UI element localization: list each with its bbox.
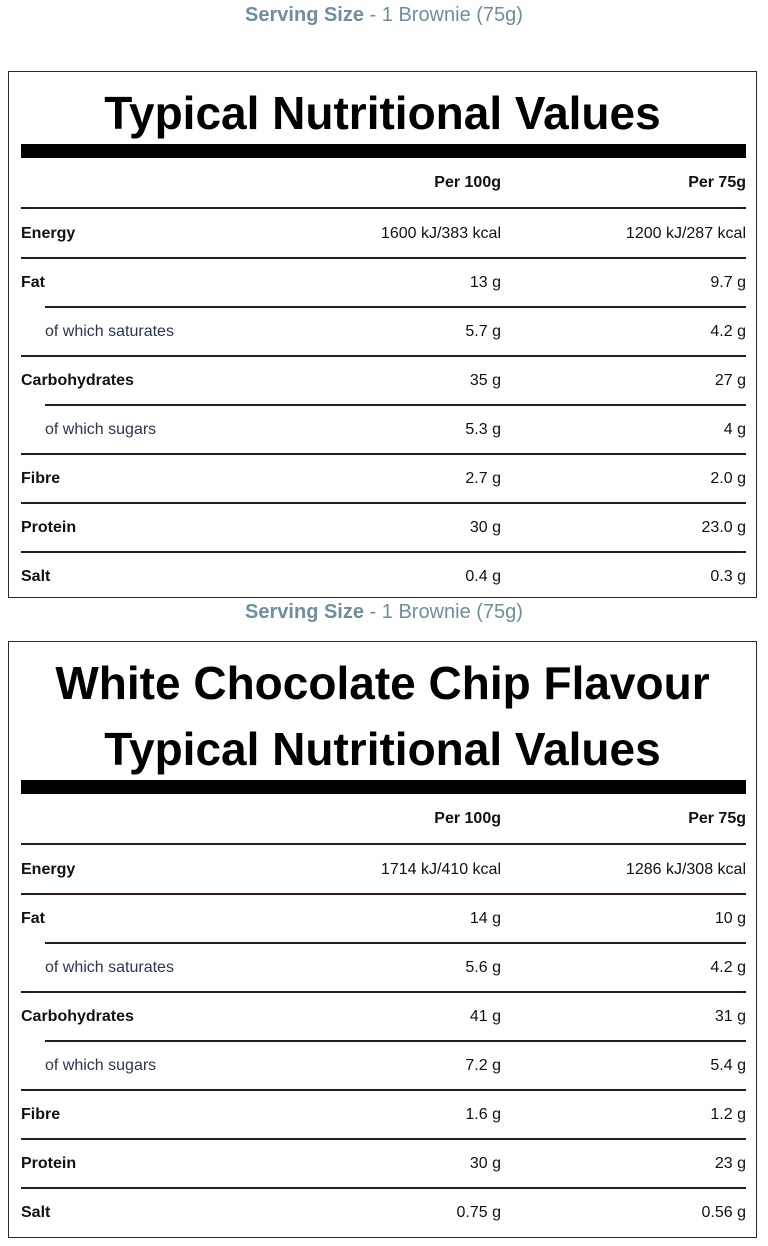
value-per-100g: 1600 kJ/383 kcal [380,225,501,242]
nutrient-name: Energy [21,861,76,878]
value-per-serving: 10 g [714,910,746,927]
value-per-serving: 5.4 g [710,1057,746,1074]
serving-size-label: Serving Size [245,601,364,623]
nutrient-row: Salt 0.4 g 0.3 g [21,552,746,601]
nutrient-row: Fat 14 g 10 g [21,894,746,944]
value-per-serving: 9.7 g [710,274,746,291]
nutrient-row: Energy 1714 kJ/410 kcal 1286 kJ/308 kcal [21,845,746,895]
column-header-per-serving: Per 75g [688,174,746,191]
value-per-100g: 5.6 g [465,959,501,976]
title-divider-bar [21,144,746,158]
panel-title: Typical Nutritional Values [104,87,661,139]
nutrient-row: Energy 1600 kJ/383 kcal 1200 kJ/287 kcal [21,209,746,259]
nutrient-name: Carbohydrates [21,1008,134,1025]
nutrient-row: of which sugars 5.3 g 4 g [21,405,746,455]
value-per-100g: 14 g [469,910,501,927]
column-header-row: Per 100g Per 75g [21,158,746,209]
value-per-serving: 4.2 g [710,959,746,976]
nutrient-row: Protein 30 g 23.0 g [21,503,746,553]
nutrient-row: Fibre 1.6 g 1.2 g [21,1090,746,1140]
nutrition-panel-2: White Chocolate Chip Flavour Typical Nutr… [8,641,757,1238]
nutrient-name: Protein [21,519,77,536]
column-header-row: Per 100g Per 75g [21,794,746,845]
nutrient-row: Carbohydrates 35 g 27 g [21,356,746,406]
column-header-per-100g: Per 100g [434,810,501,827]
value-per-serving: 0.3 g [710,568,746,585]
value-per-100g: 35 g [469,372,501,389]
value-per-100g: 30 g [469,519,501,536]
column-header-per-serving: Per 75g [688,810,746,827]
nutrient-name: of which sugars [45,421,157,438]
nutrient-row: Carbohydrates 41 g 31 g [21,992,746,1042]
serving-size-label: Serving Size [245,4,364,26]
serving-size-2: Serving Size - 1 Brownie (75g) [0,601,768,624]
column-header-per-100g: Per 100g [434,174,501,191]
value-per-100g: 0.75 g [456,1204,501,1221]
value-per-100g: 30 g [469,1155,501,1172]
nutrient-row: Protein 30 g 23 g [21,1139,746,1189]
nutrition-panel-1: Typical Nutritional Values Per 100g Per … [8,71,757,598]
nutrient-name: Carbohydrates [21,372,134,389]
nutrient-row: of which saturates 5.6 g 4.2 g [21,943,746,993]
serving-size-value: - 1 Brownie (75g) [363,601,523,623]
nutrient-row: of which saturates 5.7 g 4.2 g [21,307,746,357]
nutrient-name: Fibre [21,1106,61,1123]
nutrient-name: Fibre [21,470,61,487]
value-per-100g: 5.3 g [465,421,501,438]
nutrient-name: Salt [21,568,51,585]
nutrient-row: Fat 13 g 9.7 g [21,258,746,308]
nutrient-name: Energy [21,225,76,242]
nutrient-name: Protein [21,1155,77,1172]
value-per-100g: 13 g [469,274,501,291]
value-per-serving: 0.56 g [701,1204,746,1221]
value-per-100g: 2.7 g [465,470,501,487]
value-per-serving: 1200 kJ/287 kcal [625,225,746,242]
nutrient-name: Fat [21,274,45,291]
value-per-serving: 23.0 g [701,519,746,536]
value-per-100g: 1714 kJ/410 kcal [380,861,501,878]
value-per-serving: 1.2 g [710,1106,746,1123]
nutrient-name: of which saturates [45,323,174,340]
value-per-serving: 2.0 g [710,470,746,487]
value-per-100g: 7.2 g [465,1057,501,1074]
value-per-100g: 5.7 g [465,323,501,340]
nutrient-name: Salt [21,1204,51,1221]
nutrient-row: Fibre 2.7 g 2.0 g [21,454,746,504]
value-per-100g: 1.6 g [465,1106,501,1123]
nutrient-name: Fat [21,910,45,927]
serving-size-1: Serving Size - 1 Brownie (75g) [0,4,768,27]
value-per-serving: 4.2 g [710,323,746,340]
nutrient-row: of which sugars 7.2 g 5.4 g [21,1041,746,1091]
nutrient-name: of which sugars [45,1057,157,1074]
value-per-serving: 1286 kJ/308 kcal [625,861,746,878]
title-divider-bar [21,780,746,794]
panel-title: Typical Nutritional Values [104,723,661,775]
nutrient-row: Salt 0.75 g 0.56 g [21,1188,746,1237]
serving-size-value: - 1 Brownie (75g) [363,4,523,26]
value-per-serving: 27 g [714,372,746,389]
panel-title: White Chocolate Chip Flavour [55,657,710,709]
value-per-serving: 23 g [714,1155,746,1172]
nutrient-name: of which saturates [45,959,174,976]
value-per-100g: 41 g [469,1008,501,1025]
value-per-100g: 0.4 g [465,568,501,585]
value-per-serving: 31 g [714,1008,746,1025]
value-per-serving: 4 g [723,421,746,438]
